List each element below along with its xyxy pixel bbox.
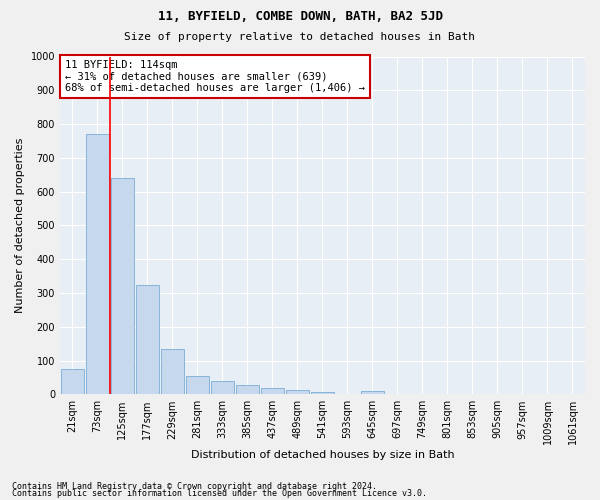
Bar (86, 134, 109, 394)
Bar (286, 390, 310, 394)
Text: Contains HM Land Registry data © Crown copyright and database right 2024.: Contains HM Land Registry data © Crown c… (12, 482, 377, 491)
Text: Size of property relative to detached houses in Bath: Size of property relative to detached ho… (125, 32, 476, 42)
Text: 11, BYFIELD, COMBE DOWN, BATH, BA2 5JD: 11, BYFIELD, COMBE DOWN, BATH, BA2 5JD (157, 10, 443, 23)
Text: Contains public sector information licensed under the Open Government Licence v3: Contains public sector information licen… (12, 490, 427, 498)
Bar (110, 178, 134, 394)
Bar (311, 392, 334, 394)
X-axis label: Distribution of detached houses by size in Bath: Distribution of detached houses by size … (191, 450, 454, 460)
Bar (236, 385, 259, 394)
Bar (136, 284, 160, 395)
Bar (361, 391, 385, 394)
Bar (185, 376, 209, 394)
Bar (260, 388, 284, 394)
Bar (211, 382, 235, 394)
Bar (61, 369, 84, 394)
Bar (161, 348, 184, 395)
Text: 11 BYFIELD: 114sqm
← 31% of detached houses are smaller (639)
68% of semi-detach: 11 BYFIELD: 114sqm ← 31% of detached hou… (65, 60, 365, 93)
Y-axis label: Number of detached properties: Number of detached properties (15, 138, 25, 313)
